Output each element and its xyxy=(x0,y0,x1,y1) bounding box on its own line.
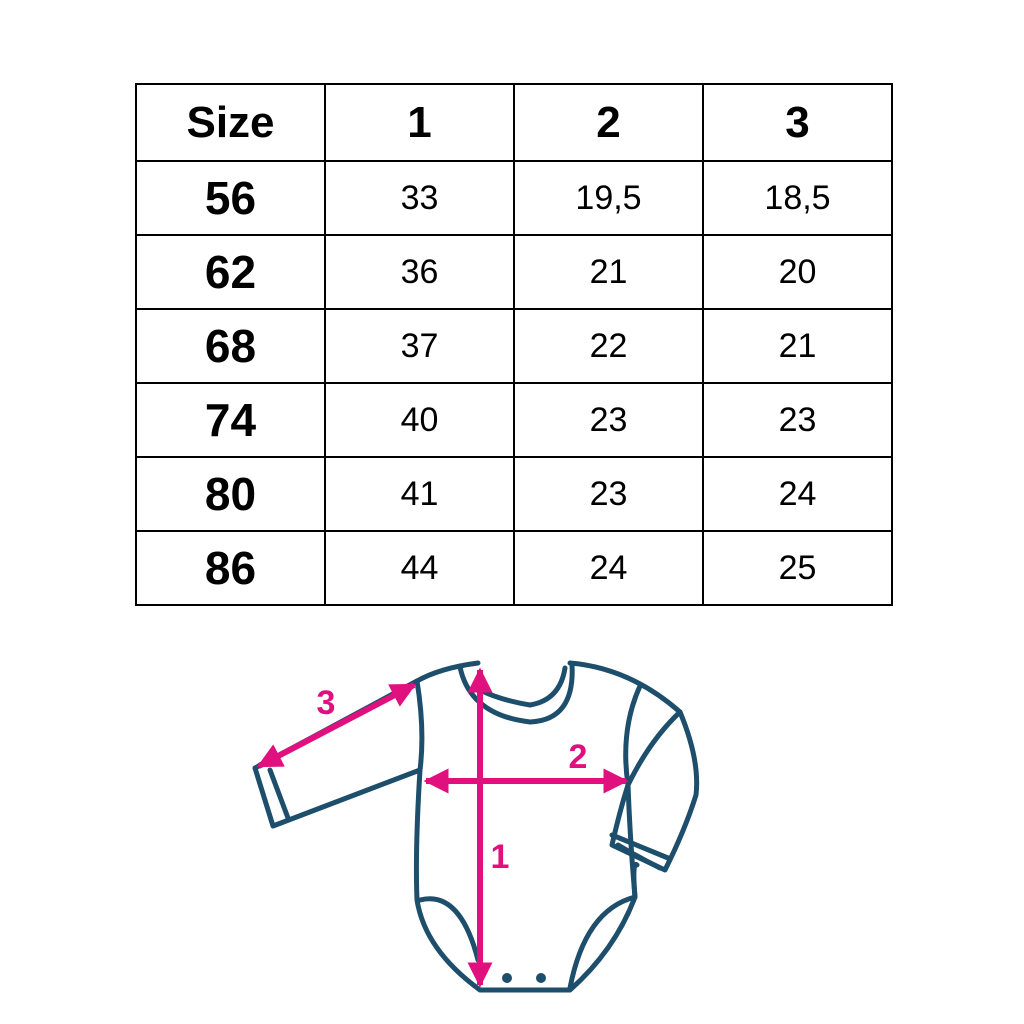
cell: 22 xyxy=(513,308,704,384)
size-cell: 80 xyxy=(135,456,326,532)
header-2: 2 xyxy=(513,83,704,162)
cell: 20 xyxy=(702,234,893,310)
cell: 19,5 xyxy=(513,160,704,236)
table-header-row: Size 1 2 3 xyxy=(135,83,893,162)
cell: 23 xyxy=(513,456,704,532)
label-3: 3 xyxy=(317,684,336,722)
cell: 24 xyxy=(702,456,893,532)
size-cell: 86 xyxy=(135,530,326,606)
arrow-3-sleeve xyxy=(256,682,417,769)
table-row: 56 33 19,5 18,5 xyxy=(135,160,893,236)
cell: 23 xyxy=(513,382,704,458)
size-cell: 62 xyxy=(135,234,326,310)
cell: 33 xyxy=(324,160,515,236)
snap-button-dot xyxy=(502,973,512,983)
cell: 44 xyxy=(324,530,515,606)
cell: 21 xyxy=(513,234,704,310)
cell: 41 xyxy=(324,456,515,532)
size-cell: 56 xyxy=(135,160,326,236)
size-cell: 74 xyxy=(135,382,326,458)
table-row: 62 36 21 20 xyxy=(135,234,893,310)
measurement-arrows xyxy=(256,667,629,988)
size-table: Size 1 2 3 56 33 19,5 18,5 62 36 21 20 6… xyxy=(135,83,893,606)
label-2: 2 xyxy=(569,738,588,776)
snap-button-dot xyxy=(536,973,546,983)
cell: 24 xyxy=(513,530,704,606)
size-cell: 68 xyxy=(135,308,326,384)
cell: 21 xyxy=(702,308,893,384)
cell: 25 xyxy=(702,530,893,606)
cell: 40 xyxy=(324,382,515,458)
cell: 18,5 xyxy=(702,160,893,236)
table-row: 80 41 23 24 xyxy=(135,456,893,532)
header-1: 1 xyxy=(324,83,515,162)
cell: 37 xyxy=(324,308,515,384)
table-row: 74 40 23 23 xyxy=(135,382,893,458)
cell: 36 xyxy=(324,234,515,310)
table-row: 68 37 22 21 xyxy=(135,308,893,384)
label-1: 1 xyxy=(491,838,510,876)
table-row: 86 44 24 25 xyxy=(135,530,893,606)
header-3: 3 xyxy=(702,83,893,162)
header-size: Size xyxy=(135,83,326,162)
cell: 23 xyxy=(702,382,893,458)
